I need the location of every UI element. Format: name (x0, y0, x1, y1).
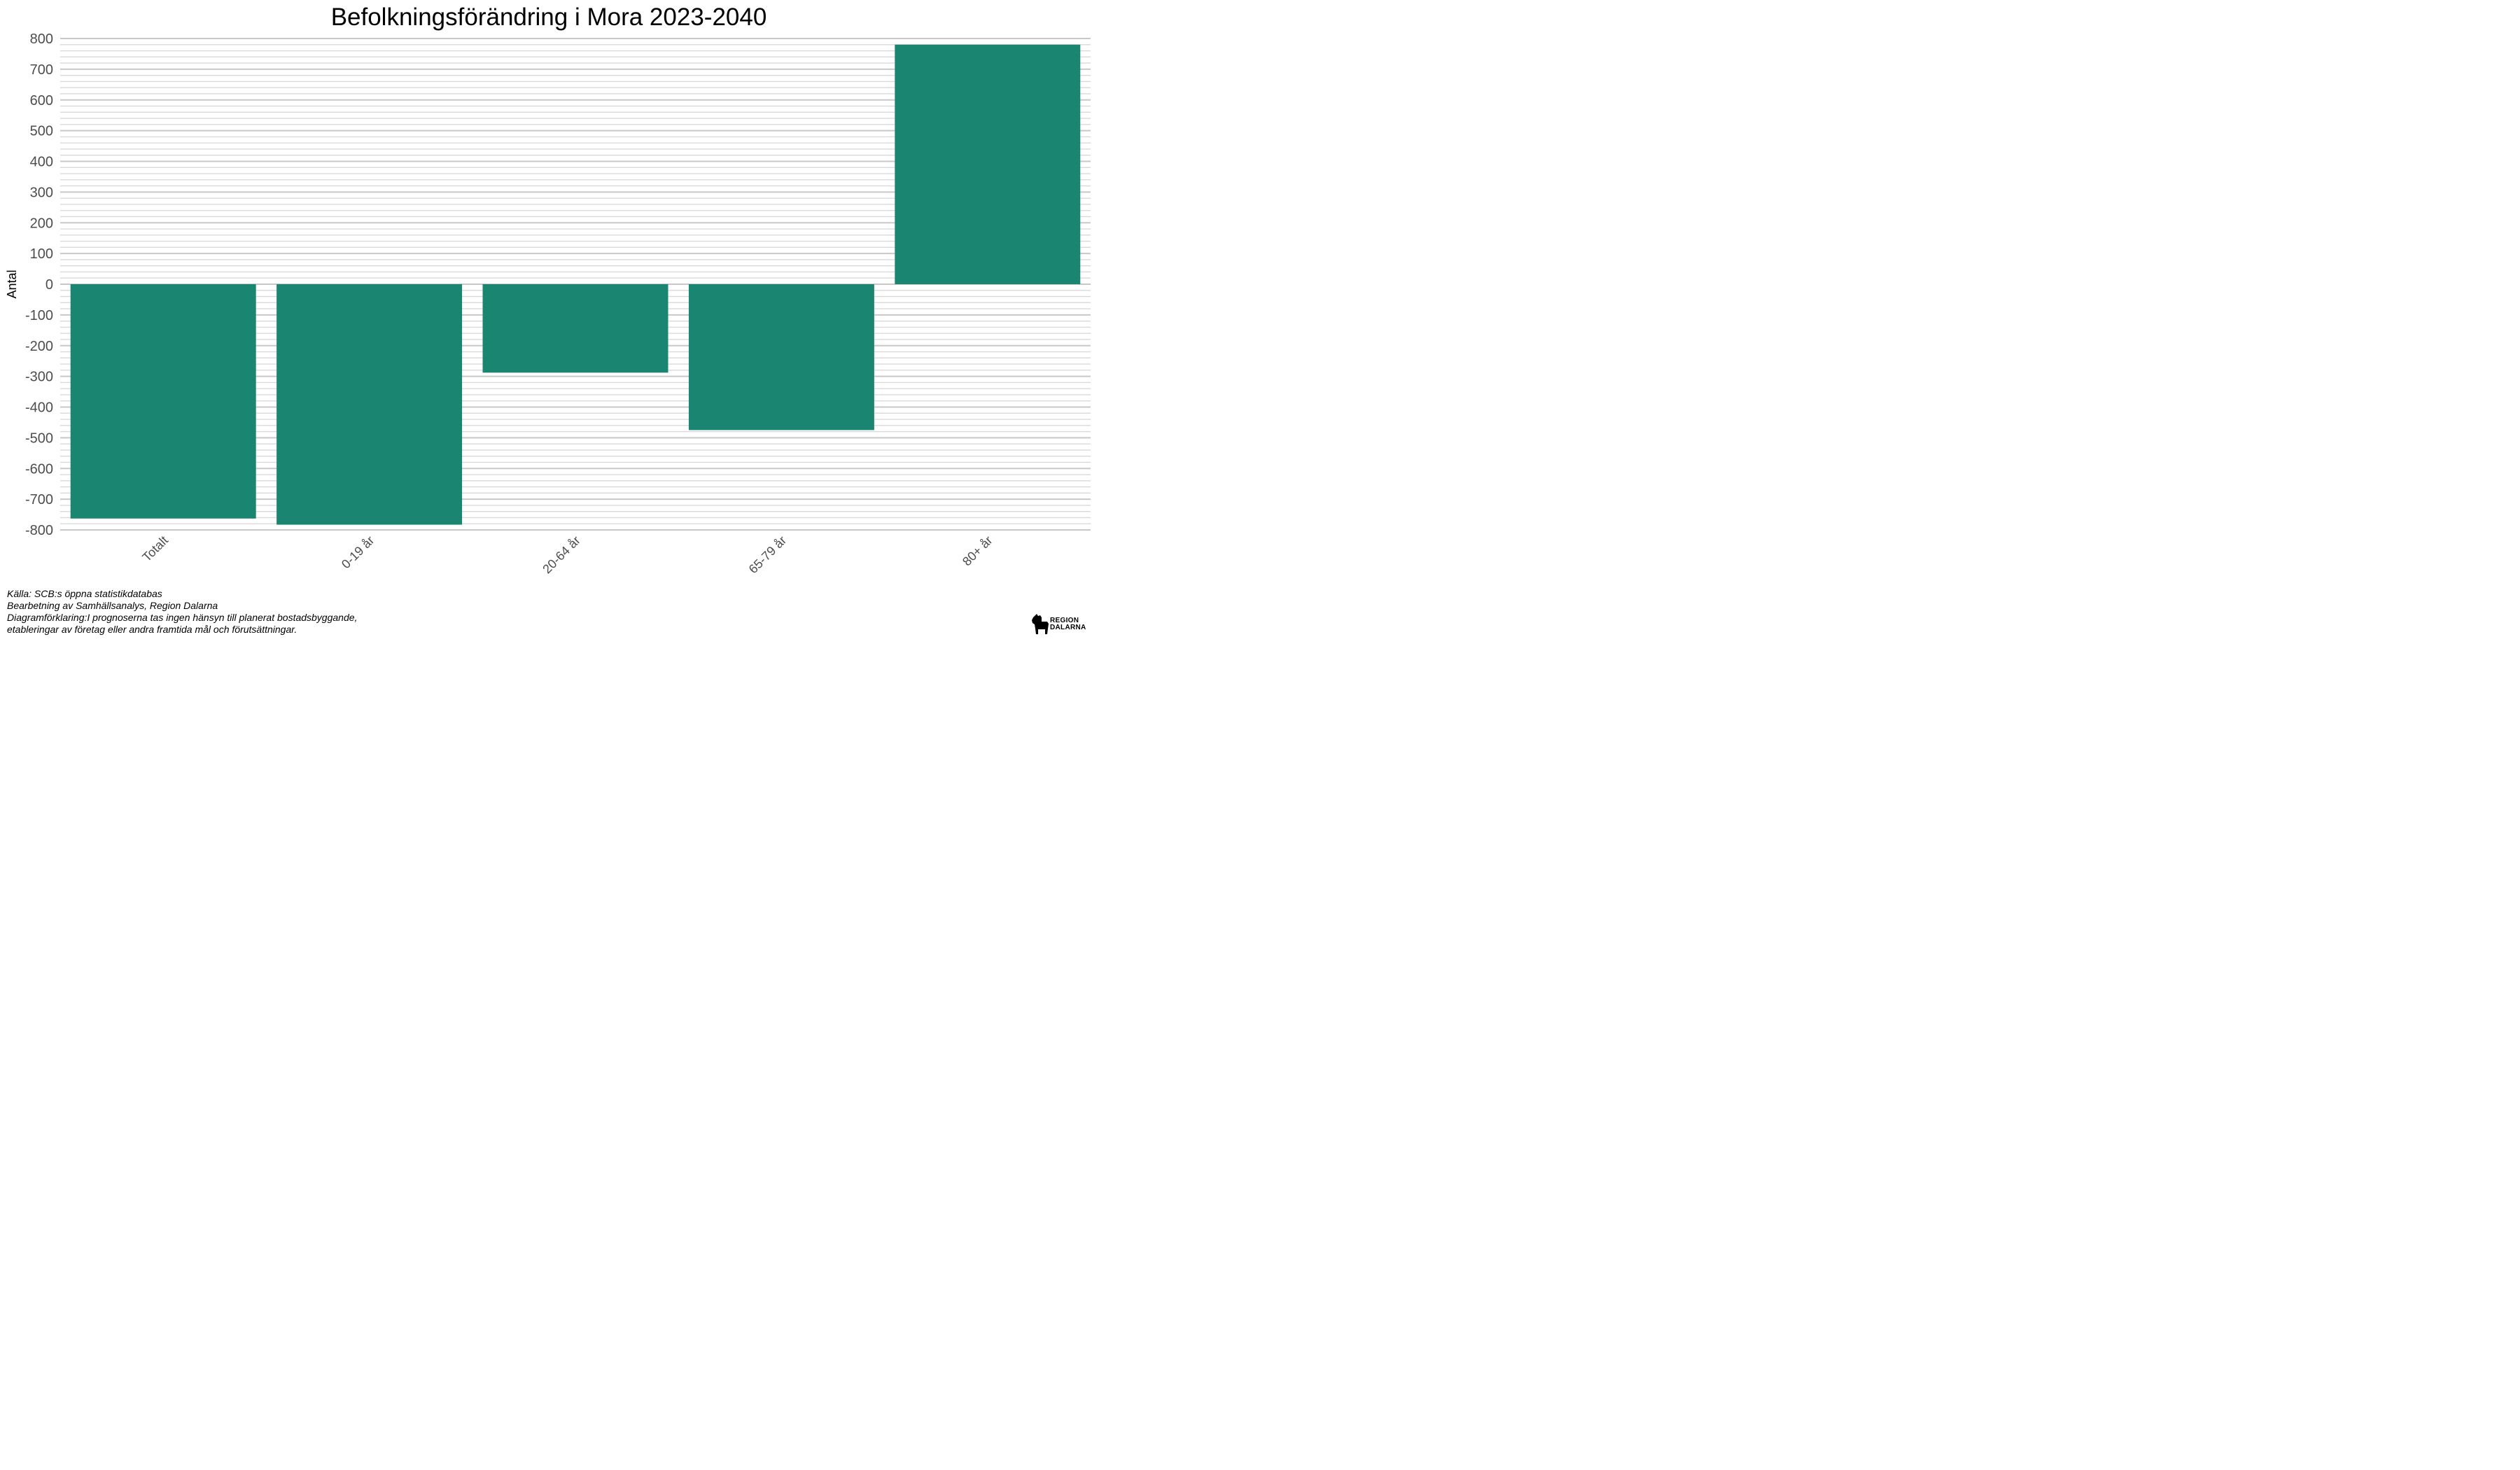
bar-3 (688, 284, 874, 430)
chart-title: Befolkningsförändring i Mora 2023-2040 (331, 4, 767, 31)
y-tick-label: -600 (25, 461, 53, 477)
caption-line-explanation-2: etableringar av företag eller andra fram… (7, 624, 298, 635)
y-tick-label: 0 (46, 277, 53, 293)
bar-0 (70, 284, 256, 519)
caption-line-source: Källa: SCB:s öppna statistikdatabas (7, 588, 162, 599)
source-caption: Källa: SCB:s öppna statistikdatabas Bear… (7, 588, 357, 636)
y-tick-label: -300 (25, 370, 53, 385)
y-tick-label: -500 (25, 430, 53, 446)
x-tick-label-3: 65-79 år (746, 533, 790, 577)
caption-line-explanation-1: Diagramförklaring:I prognoserna tas inge… (7, 612, 358, 623)
x-axis-ticks: Totalt 0-19 år 20-64 år 65-79 år 80+ år (139, 533, 995, 577)
x-tick-label-2: 20-64 år (540, 533, 583, 577)
x-tick-label-0: Totalt (139, 533, 171, 565)
dala-horse-icon (1032, 614, 1049, 634)
y-tick-label: -700 (25, 492, 53, 507)
y-tick-label: 200 (30, 216, 53, 231)
y-tick-label: -400 (25, 400, 53, 416)
x-tick-label-4: 80+ år (960, 533, 995, 569)
y-axis-title: Antal (5, 270, 19, 298)
bar-2 (482, 284, 668, 373)
y-tick-label: 800 (30, 31, 53, 47)
bar-1 (276, 284, 463, 525)
y-tick-label: 500 (30, 124, 53, 139)
logo-text: REGION DALARNA (1050, 617, 1086, 631)
x-tick-label-1: 0-19 år (339, 533, 377, 571)
bars (70, 44, 1081, 525)
y-tick-label: 700 (30, 62, 53, 78)
chart: Befolkningsförändring i Mora 2023-2040 8… (5, 4, 1091, 577)
y-tick-label: -200 (25, 339, 53, 354)
y-tick-label: 300 (30, 185, 53, 200)
y-tick-label: 600 (30, 93, 53, 108)
bar-4 (895, 44, 1081, 285)
y-axis-ticks: 800 700 600 500 400 300 200 100 0 -100 -200 -300 -40… (25, 31, 53, 538)
y-tick-label: 100 (30, 246, 53, 262)
y-tick-label: -800 (25, 523, 53, 538)
logo-line-dalarna: DALARNA (1050, 624, 1086, 631)
caption-line-processing: Bearbetning av Samhällsanalys, Region Da… (7, 600, 218, 611)
y-tick-label: -100 (25, 308, 53, 323)
region-dalarna-logo: REGION DALARNA (1030, 613, 1093, 636)
logo-line-region: REGION (1050, 617, 1079, 624)
y-tick-label: 400 (30, 155, 53, 170)
